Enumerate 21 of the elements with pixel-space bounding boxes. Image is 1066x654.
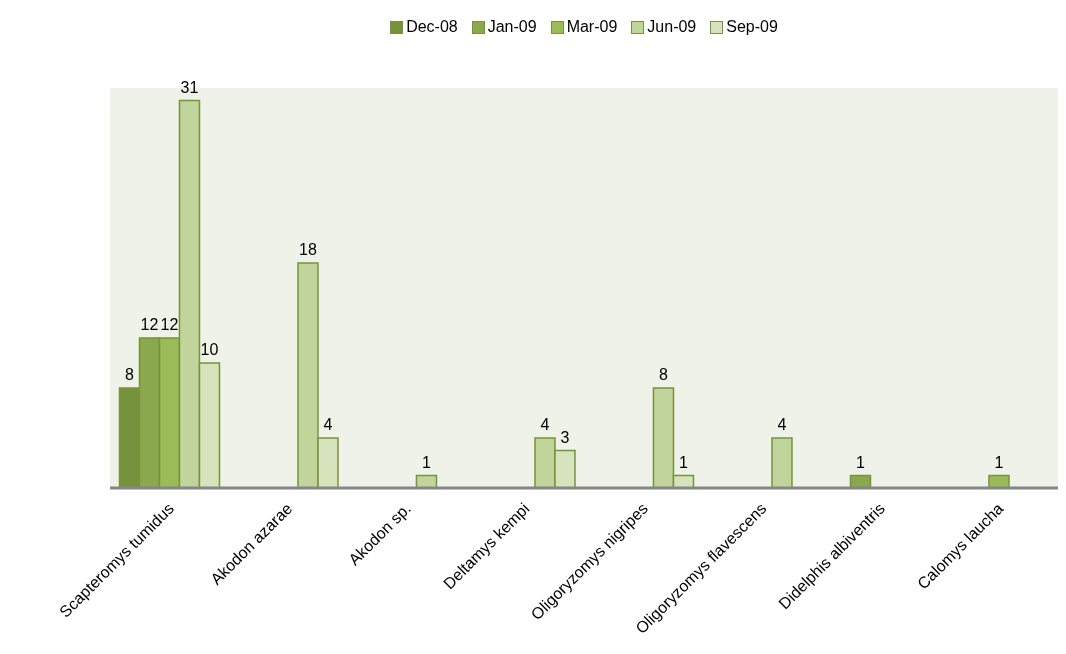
data-label: 8 [125, 366, 135, 383]
data-label: 1 [422, 453, 432, 471]
data-label: 1 [679, 453, 689, 471]
legend-label: Jan-09 [486, 18, 537, 36]
data-label: 4 [540, 416, 550, 433]
data-label: 3 [560, 428, 570, 446]
data-label: 12 [140, 316, 159, 333]
data-label: 31 [180, 78, 199, 96]
legend-label: Mar-09 [565, 18, 618, 36]
data-label: 1 [856, 453, 866, 471]
data-label: 10 [200, 341, 219, 358]
data-label: 1 [994, 453, 1004, 471]
legend-label: Dec-08 [405, 18, 458, 36]
legend-label: Jun-09 [646, 18, 697, 36]
data-label: 4 [777, 416, 787, 433]
data-label: 8 [659, 366, 669, 383]
data-label: 4 [323, 416, 333, 433]
bar [771, 437, 793, 489]
data-label: 12 [160, 316, 179, 333]
data-label: 18 [299, 241, 317, 258]
legend-label: Sep-09 [725, 18, 778, 36]
